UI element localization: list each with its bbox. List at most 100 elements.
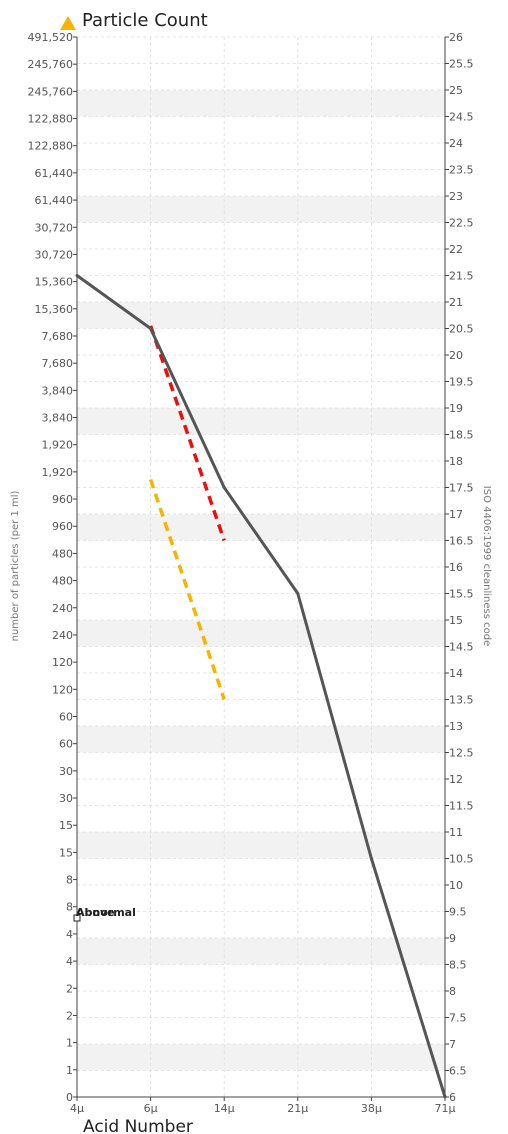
right-tick-label: 23 bbox=[449, 190, 463, 203]
right-tick-label: 6.5 bbox=[449, 1065, 467, 1078]
right-tick-label: 13 bbox=[449, 720, 463, 733]
right-tick-label: 25.5 bbox=[449, 58, 474, 71]
grid-band bbox=[77, 1044, 445, 1071]
right-tick-label: 26 bbox=[449, 31, 463, 44]
right-tick-label: 14.5 bbox=[449, 641, 474, 654]
grid-band bbox=[77, 196, 445, 223]
left-tick-label: 245,760 bbox=[28, 58, 74, 71]
right-tick-label: 20.5 bbox=[449, 323, 474, 336]
left-tick-label: 480 bbox=[52, 547, 73, 560]
right-tick-label: 16.5 bbox=[449, 535, 474, 548]
left-tick-label: 3,840 bbox=[42, 384, 74, 397]
right-tick-label: 11.5 bbox=[449, 800, 474, 813]
limit-line-yellow bbox=[148, 478, 226, 701]
x-tick-label: 6μ bbox=[144, 1102, 158, 1115]
x-tick-label: 21μ bbox=[287, 1102, 308, 1115]
grid-band bbox=[77, 726, 445, 753]
left-tick-label: 7,680 bbox=[42, 330, 74, 343]
left-tick-label: 8 bbox=[66, 874, 73, 887]
grid-band bbox=[77, 620, 445, 647]
right-tick-label: 22 bbox=[449, 243, 463, 256]
right-tick-label: 15.5 bbox=[449, 588, 474, 601]
left-tick-label: 1 bbox=[66, 1037, 73, 1050]
right-tick-label: 22.5 bbox=[449, 217, 474, 230]
x-tick-label: 4μ bbox=[70, 1102, 84, 1115]
x-tick-label: 71μ bbox=[435, 1102, 456, 1115]
left-tick-label: 1,920 bbox=[42, 466, 74, 479]
series-group bbox=[75, 274, 447, 1099]
left-tick-label: 30,720 bbox=[35, 248, 74, 261]
legend-marker bbox=[73, 914, 81, 922]
limit-lines bbox=[148, 325, 226, 701]
right-tick-label: 7.5 bbox=[449, 1012, 467, 1025]
right-tick-label: 17 bbox=[449, 508, 463, 521]
right-tick-label: 10 bbox=[449, 879, 463, 892]
right-tick-label: 24.5 bbox=[449, 111, 474, 124]
right-tick-label: 20 bbox=[449, 349, 463, 362]
left-tick-label: 120 bbox=[52, 656, 73, 669]
x-axis-ticks: 4μ 6μ 14μ 21μ 38μ 71μ bbox=[70, 1097, 456, 1115]
left-tick-label: 4 bbox=[66, 955, 73, 968]
right-tick-label: 13.5 bbox=[449, 694, 474, 707]
left-tick-label: 122,880 bbox=[28, 140, 74, 153]
left-tick-label: 1 bbox=[66, 1064, 73, 1077]
right-tick-label: 19 bbox=[449, 402, 463, 415]
legend-entry-abnormal: Abnormal bbox=[76, 906, 136, 919]
right-axis-title: ISO 4406:1999 cleanliness code bbox=[481, 486, 492, 646]
grid-band bbox=[77, 938, 445, 965]
left-tick-label: 4 bbox=[66, 928, 73, 941]
left-tick-label: 61,440 bbox=[35, 167, 74, 180]
series-point bbox=[149, 327, 153, 330]
left-tick-label: 480 bbox=[52, 575, 73, 588]
left-tick-label: 60 bbox=[59, 710, 73, 723]
grid-band bbox=[77, 514, 445, 541]
left-tick-label: 120 bbox=[52, 683, 73, 696]
left-tick-label: 15,360 bbox=[35, 276, 74, 289]
left-tick-label: 1,920 bbox=[42, 439, 74, 452]
left-tick-label: 122,880 bbox=[28, 113, 74, 126]
grid-band bbox=[77, 408, 445, 435]
right-tick-label: 11 bbox=[449, 826, 463, 839]
right-tick-label: 21.5 bbox=[449, 270, 474, 283]
right-tick-label: 23.5 bbox=[449, 164, 474, 177]
left-axis-ticks: 0 1 1 2 2 4 4 8 8 15 15 30 30 60 60 120 120 240 240 480 480 9… bbox=[28, 31, 77, 1104]
right-tick-label: 16 bbox=[449, 561, 463, 574]
series-point bbox=[75, 274, 79, 277]
right-tick-label: 9 bbox=[449, 932, 456, 945]
x-tick-label: 38μ bbox=[361, 1102, 382, 1115]
right-tick-label: 12 bbox=[449, 773, 463, 786]
left-tick-label: 240 bbox=[52, 602, 73, 615]
left-tick-label: 2 bbox=[66, 982, 73, 995]
left-tick-label: 240 bbox=[52, 629, 73, 642]
chart-bands bbox=[77, 90, 445, 1071]
left-tick-label: 960 bbox=[52, 493, 73, 506]
right-tick-label: 9.5 bbox=[449, 906, 467, 919]
right-tick-label: 18.5 bbox=[449, 429, 474, 442]
grid-band bbox=[77, 302, 445, 329]
right-axis-ticks: 6 6.5 7 7.5 8 8.5 9 9.5 10 10.5 11 11.5 12 12.5 13 13.5… bbox=[445, 31, 474, 1104]
left-tick-label: 30,720 bbox=[35, 221, 74, 234]
right-tick-label: 7 bbox=[449, 1038, 456, 1051]
right-tick-label: 25 bbox=[449, 84, 463, 97]
left-tick-label: 60 bbox=[59, 738, 73, 751]
right-tick-label: 10.5 bbox=[449, 853, 474, 866]
left-tick-label: 15 bbox=[59, 846, 73, 859]
grid-band bbox=[77, 832, 445, 859]
limit-line-red bbox=[148, 325, 226, 542]
left-tick-label: 7,680 bbox=[42, 357, 74, 370]
particle-count-series-line bbox=[76, 274, 447, 1098]
right-tick-label: 18 bbox=[449, 455, 463, 468]
right-tick-label: 6 bbox=[449, 1091, 456, 1104]
left-tick-label: 61,440 bbox=[35, 194, 74, 207]
right-tick-label: 17.5 bbox=[449, 482, 474, 495]
series-point bbox=[222, 486, 226, 489]
left-tick-label: 15 bbox=[59, 819, 73, 832]
left-tick-label: 8 bbox=[66, 901, 73, 914]
right-tick-label: 12.5 bbox=[449, 747, 474, 760]
right-tick-label: 24 bbox=[449, 137, 463, 150]
left-tick-label: 2 bbox=[66, 1009, 73, 1022]
series-point bbox=[443, 1095, 447, 1099]
right-tick-label: 19.5 bbox=[449, 376, 474, 389]
series-point bbox=[296, 592, 300, 595]
left-tick-label: 491,520 bbox=[28, 31, 74, 44]
